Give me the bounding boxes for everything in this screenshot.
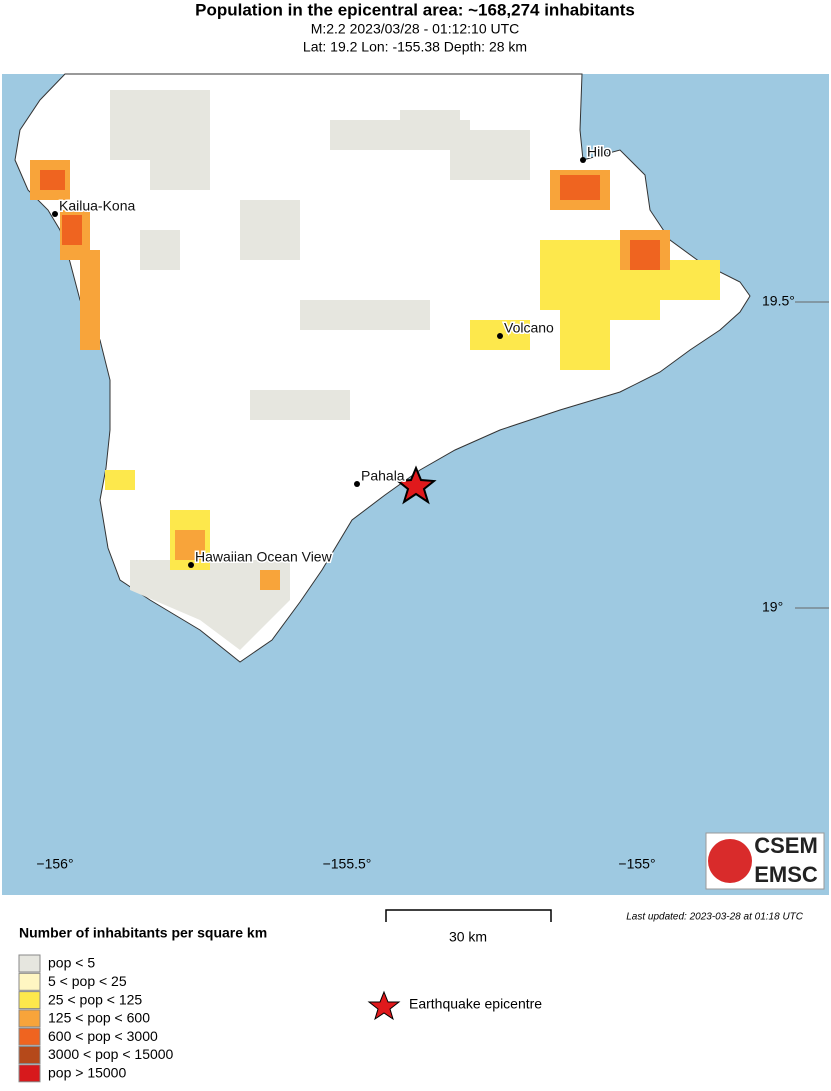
populated-areas [30, 160, 720, 590]
lon-label: −156° [36, 856, 73, 872]
logo-globe [708, 839, 752, 883]
logo-text: CSEM [754, 833, 818, 858]
place-label: Kailua-Kona [59, 198, 135, 214]
legend-label: 25 < pop < 125 [48, 991, 142, 1007]
epicentre-star [395, 465, 437, 505]
place-label: Volcano [504, 320, 554, 336]
place-label: Pahala [361, 468, 405, 484]
legend-label: Earthquake epicentre [409, 996, 542, 1012]
place-dot [188, 562, 194, 568]
logo-text: EMSC [754, 862, 818, 887]
legend-label: pop > 15000 [48, 1065, 126, 1081]
lat-label: 19.5° [762, 293, 795, 309]
lon-label: −155.5° [323, 856, 372, 872]
legend-label: pop < 5 [48, 955, 95, 971]
sparse-areas [110, 90, 530, 650]
legend-swatch [18, 991, 41, 1010]
scale-label: 30 km [449, 929, 487, 945]
place-label: Hawaiian Ocean View [195, 549, 333, 565]
legend-label: 600 < pop < 3000 [48, 1028, 158, 1044]
legend-swatch [18, 1009, 41, 1028]
legend-swatch [18, 1046, 41, 1064]
scale-bar [385, 909, 552, 922]
legend-swatch [18, 1027, 41, 1046]
subtitle: M:2.2 2023/03/28 - 01:12:10 UTC [311, 21, 520, 37]
last-updated: Last updated: 2023-03-28 at 01:18 UTC [626, 912, 804, 923]
legend-label: 5 < pop < 25 [48, 973, 127, 989]
legend-title: Number of inhabitants per square km [19, 925, 267, 941]
subtitle: Lat: 19.2 Lon: -155.38 Depth: 28 km [303, 39, 527, 55]
legend-label: 3000 < pop < 15000 [48, 1046, 174, 1062]
legend-swatch [18, 1064, 41, 1083]
place-label: Hilo [587, 144, 611, 160]
place-dot [354, 481, 360, 487]
lat-label: 19° [762, 599, 783, 615]
title: Population in the epicentral area: ~168,… [195, 0, 635, 19]
place-dot [52, 211, 58, 217]
legend-label: 125 < pop < 600 [48, 1010, 150, 1026]
lon-label: −155° [618, 856, 655, 872]
legend-swatch [18, 972, 41, 991]
legend-star [367, 990, 401, 1021]
place-dot [497, 333, 503, 339]
place-dot [580, 157, 586, 163]
legend-swatch [18, 954, 41, 973]
